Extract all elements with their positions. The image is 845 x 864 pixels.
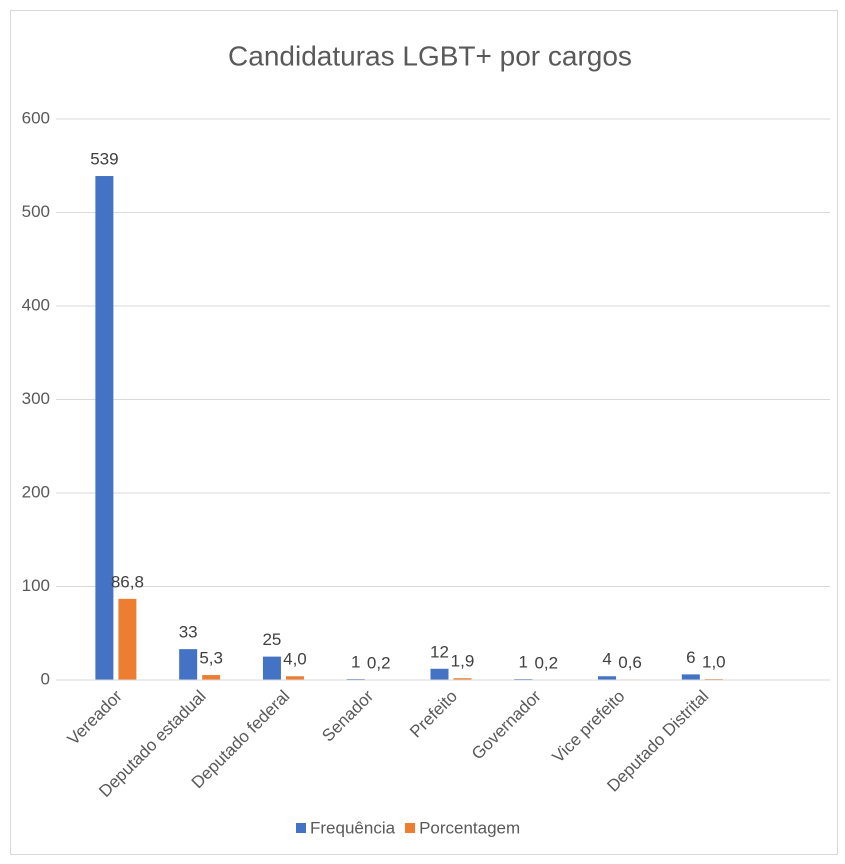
data-label: 1,0: [702, 653, 726, 672]
bar: [262, 656, 281, 680]
data-label: 0,2: [367, 653, 391, 672]
legend-label: Porcentagem: [419, 818, 520, 837]
y-tick-label: 400: [22, 295, 50, 314]
bar: [118, 598, 137, 680]
data-label: 4,0: [283, 650, 307, 669]
chart-title: Candidaturas LGBT+ por cargos: [228, 40, 632, 71]
data-label: 1,9: [451, 652, 475, 671]
data-label: 0,2: [534, 653, 558, 672]
y-tick-label: 600: [22, 108, 50, 127]
data-label: 12: [430, 642, 449, 661]
bar: [681, 674, 700, 680]
bar: [95, 176, 114, 680]
legend-swatch: [296, 823, 306, 833]
y-tick-label: 100: [22, 576, 50, 595]
data-label: 1: [519, 653, 528, 672]
data-label: 5,3: [199, 649, 223, 668]
y-tick-label: 300: [22, 389, 50, 408]
bar: [202, 675, 221, 680]
data-label: 25: [262, 630, 281, 649]
bar: [285, 676, 304, 680]
legend-swatch: [405, 823, 416, 833]
y-tick-label: 500: [22, 202, 50, 221]
y-tick-label: 200: [22, 482, 50, 501]
bar: [453, 678, 472, 680]
bar: [179, 649, 198, 680]
data-label: 4: [602, 650, 611, 669]
bar: [598, 676, 617, 680]
y-tick-label: 0: [41, 669, 50, 688]
data-label: 1: [351, 653, 360, 672]
chart-border: [10, 10, 838, 855]
data-label: 0,6: [618, 653, 642, 672]
data-label: 33: [179, 623, 198, 642]
legend-label: Frequência: [310, 818, 396, 837]
data-label: 6: [686, 648, 695, 667]
bar: [430, 668, 449, 680]
data-label: 86,8: [111, 572, 144, 591]
data-label: 539: [90, 150, 118, 169]
